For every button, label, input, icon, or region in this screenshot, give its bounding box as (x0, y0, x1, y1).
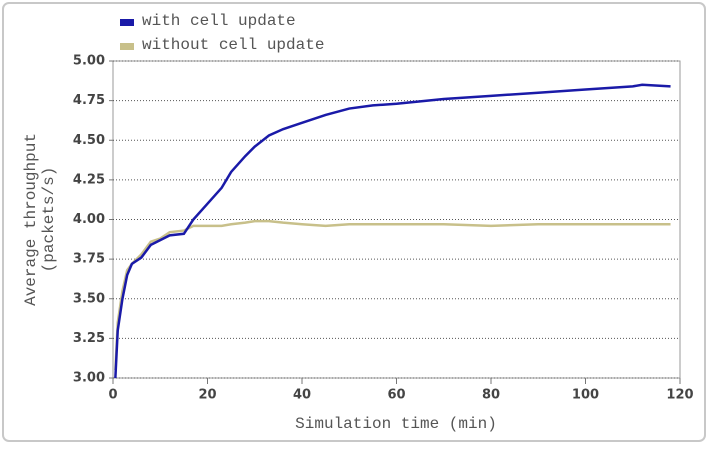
series-line (114, 83, 671, 379)
legend-label: with cell update (142, 12, 296, 30)
plot-area (112, 60, 681, 379)
y-tick-label: 4.25 (73, 172, 105, 187)
x-tick-label: 100 (572, 388, 599, 403)
y-tick-label: 4.75 (73, 93, 105, 108)
x-tick-label: 0 (108, 388, 117, 403)
legend-swatch (120, 43, 134, 50)
x-tick-label: 20 (198, 388, 216, 403)
y-tick-label: 4.50 (73, 133, 105, 148)
x-tick-label: 60 (387, 388, 405, 403)
x-axis-title: Simulation time (min) (295, 415, 497, 433)
y-axis-title: Average throughput(packets/s) (22, 133, 58, 306)
y-tick-label: 3.25 (73, 331, 105, 346)
y-tick-label: 3.00 (73, 371, 105, 386)
legend-swatch (120, 19, 134, 26)
x-tick-label: 80 (482, 388, 500, 403)
y-tick-label: 5.00 (73, 54, 105, 69)
x-tick-label: 40 (293, 388, 311, 403)
x-tick-label: 120 (666, 388, 693, 403)
legend-label: without cell update (142, 36, 324, 54)
y-tick-label: 3.75 (73, 252, 105, 267)
y-tick-label: 3.50 (73, 291, 105, 306)
series-line (114, 219, 671, 371)
y-tick-label: 4.00 (73, 212, 105, 227)
